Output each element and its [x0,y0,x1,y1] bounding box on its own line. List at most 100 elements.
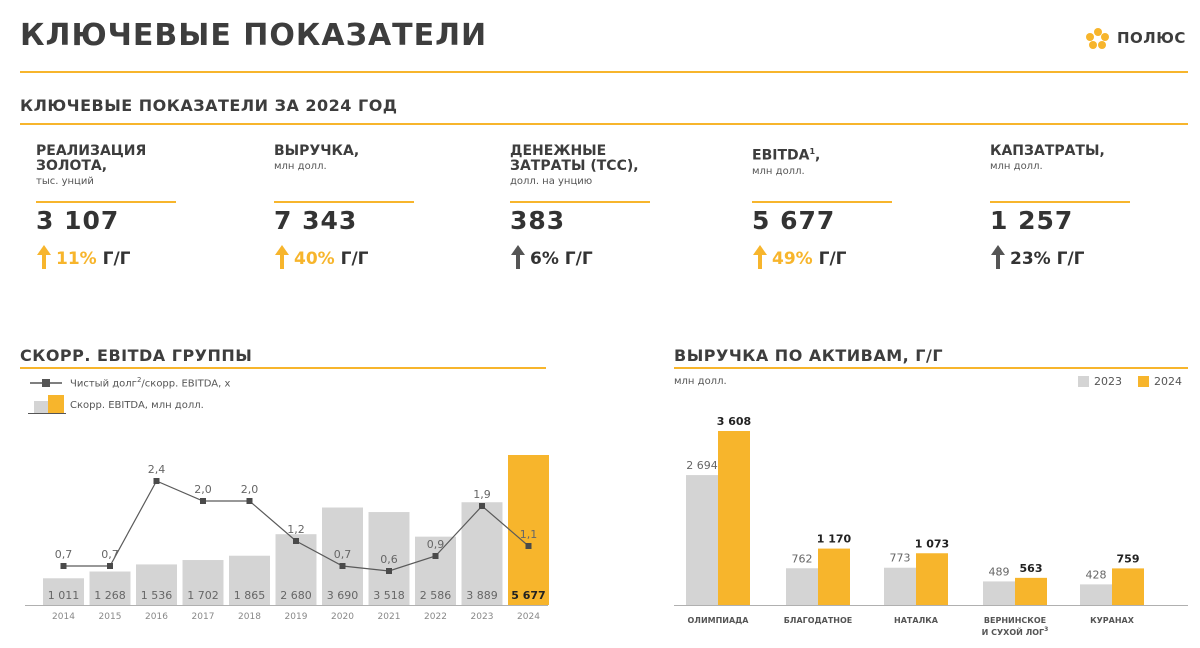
legend-bar-label: Скорр. EBITDA, млн долл. [70,400,204,411]
kpi-value: 7 343 [274,206,358,235]
brand-name: ПОЛЮС [1117,29,1186,47]
kpi-block: КАПЗАТРАТЫ, млн долл. 1 257 23% Г/Г [990,144,1190,284]
kpi-change-text: 23% Г/Г [1010,249,1084,269]
net-debt-point [200,498,206,504]
revenue-2023-label: 489 [989,565,1010,578]
kpi-divider [990,201,1130,203]
ebitda-bar-label: 1 536 [141,589,173,602]
arrow-up-icon [511,245,525,269]
revenue-2023-label: 773 [890,552,911,565]
net-debt-point [107,563,113,569]
ebitda-bar [89,571,131,605]
kpi-change-period: Г/Г [564,249,593,269]
arrow-up-icon [991,245,1005,269]
kpi-title: ВЫРУЧКА, [274,144,434,159]
revenue-bar-2024 [818,548,850,605]
kpi-unit: долл. на унцию [510,176,593,187]
net-debt-point [60,563,67,569]
ebitda-bar [136,564,177,605]
kpi-change-text: 6% Г/Г [530,249,593,269]
net-debt-point [339,563,346,569]
revenue-chart-divider [674,367,1188,369]
kpi-change-value: 11% [56,249,103,269]
ebitda-bar [322,507,363,605]
kpi-change-text: 11% Г/Г [56,249,130,269]
year-tick-label: 2014 [52,612,75,622]
legend-line-label: Чистый долг2/скорр. EBITDA, x [70,376,230,389]
year-tick-label: 2020 [331,612,354,622]
kpi-divider [36,201,176,203]
kpi-block: РЕАЛИЗАЦИЯ ЗОЛОТА, тыс. унций 3 107 11% Г/Г [36,144,236,284]
kpi-title: EBITDA1, [752,144,912,164]
year-tick-label: 2024 [517,612,540,622]
net-debt-point [386,568,392,574]
ebitda-bar [229,555,270,605]
net-debt-label: 1,1 [520,528,538,541]
kpi-divider [274,201,414,203]
year-tick-label: 2015 [99,612,122,622]
kpi-unit: млн долл. [274,161,327,172]
revenue-chart: 2 694 3 608 ОЛИМПИАДА 762 1 170 БЛАГОДАТНОЕ 77… [674,415,1188,637]
kpi-title-text: КАПЗАТРАТЫ, [990,143,1105,159]
legend-2023-label: 2023 [1094,375,1122,388]
net-debt-label: 0,7 [55,548,73,561]
legend-line-sup: 2 [136,376,142,384]
ebitda-bar [508,455,549,605]
revenue-bar-2023 [786,568,818,605]
kpi-block: EBITDA1, млн долл. 5 677 49% Г/Г [752,144,952,284]
kpi-value: 383 [510,206,566,235]
kpi-section-title: КЛЮЧЕВЫЕ ПОКАЗАТЕЛИ ЗА 2024 ГОД [20,96,398,115]
year-tick-label: 2023 [471,612,494,622]
kpi-title-text: EBITDA [752,147,810,164]
legend-2023-swatch [1078,376,1089,387]
kpi-section-divider [20,123,1188,125]
asset-label: И СУХОЙ ЛОГ3 [982,626,1049,637]
legend-2024-label: 2024 [1154,375,1182,388]
arrow-up-icon [753,245,767,269]
net-debt-label: 0,7 [334,548,352,561]
net-debt-label: 2,0 [194,483,212,496]
ebitda-bar-label: 1 865 [234,589,266,602]
revenue-bar-2023 [1080,584,1112,605]
revenue-2024-label: 3 608 [717,415,751,428]
net-debt-point [246,498,253,504]
brand-logo: ПОЛЮС [1085,26,1195,52]
year-tick-label: 2016 [145,612,168,622]
kpi-change-value: 49% [772,249,819,269]
revenue-bar-2023 [884,567,916,605]
year-tick-label: 2021 [378,612,401,622]
ebitda-chart: 1 011 2014 1 268 2015 1 536 2016 1 702 2017 1 86… [25,455,549,622]
kpi-change-value: 6% [530,249,565,269]
net-debt-point [293,538,299,544]
kpi-unit: млн долл. [752,165,805,177]
revenue-2024-label: 759 [1117,552,1140,565]
asset-label: БЛАГОДАТНОЕ [784,616,853,625]
kpi-change-text: 49% Г/Г [772,249,846,269]
ebitda-bar-label: 3 889 [466,589,498,602]
ebitda-bar-label: 1 011 [48,589,80,602]
asset-label: КУРАНАХ [1090,616,1135,625]
ebitda-bar [415,536,456,605]
net-debt-point [479,503,485,509]
kpi-title: РЕАЛИЗАЦИЯ ЗОЛОТА, [36,144,196,174]
revenue-2023-label: 762 [792,552,813,565]
net-debt-point [525,543,532,549]
legend-2024-swatch [1138,376,1149,387]
net-debt-point [153,478,160,484]
ebitda-chart-title: СКОРР. EBITDA ГРУППЫ [20,346,253,365]
kpi-footnote-mark: 1 [809,147,816,156]
kpi-unit: млн долл. [990,161,1043,172]
kpi-change-value: 40% [294,249,341,269]
kpi-change-text: 40% Г/Г [294,249,368,269]
kpi-divider [510,201,650,203]
year-tick-label: 2017 [192,612,215,622]
kpi-title: КАПЗАТРАТЫ, [990,144,1150,159]
kpi-value: 5 677 [752,206,836,235]
net-debt-label: 2,0 [241,483,259,496]
arrow-up-icon [275,245,289,269]
net-debt-point [432,553,439,559]
header-divider [20,71,1188,73]
kpi-title-text: РЕАЛИЗАЦИЯ ЗОЛОТА, [36,143,147,174]
ebitda-bar-label: 3 518 [373,589,405,602]
year-tick-label: 2018 [238,612,261,622]
